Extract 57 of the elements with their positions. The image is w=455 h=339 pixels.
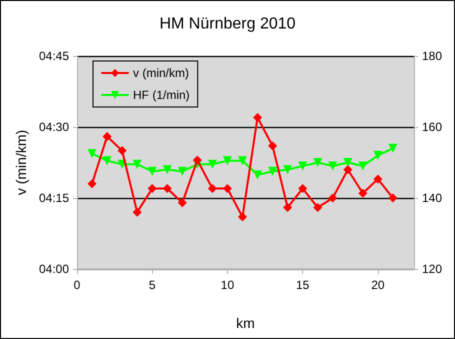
point: [253, 113, 262, 122]
point: [343, 165, 352, 174]
point: [313, 158, 322, 167]
y2-tick-label: 180: [422, 49, 442, 63]
point: [238, 156, 247, 166]
y2-tick-label: 120: [422, 262, 442, 276]
y-axis-title: v (min/km): [13, 130, 30, 196]
point: [268, 141, 278, 150]
legend-label: HF (1/min): [133, 88, 190, 102]
chart-title: HM Nürnberg 2010: [159, 16, 296, 32]
point: [162, 184, 172, 194]
point: [88, 149, 97, 158]
point: [388, 144, 398, 153]
point: [358, 162, 368, 171]
x-tick-label: 0: [74, 278, 81, 292]
point: [162, 165, 172, 174]
point: [373, 174, 382, 184]
point: [388, 194, 398, 202]
y-tick-label: 04:30: [38, 120, 70, 134]
point: [343, 158, 352, 167]
point: [102, 132, 112, 141]
x-tick-label: 15: [296, 278, 310, 292]
y-tick-label: 04:00: [38, 262, 70, 276]
point: [178, 198, 187, 208]
y-tick-label: 04:15: [38, 191, 70, 205]
x-tick-label: 5: [148, 278, 156, 292]
x-tick-label: 10: [220, 278, 234, 292]
point: [253, 170, 262, 180]
y2-tick-label: 140: [422, 191, 442, 205]
point: [268, 166, 278, 176]
point: [178, 166, 187, 176]
point: [132, 160, 142, 169]
point: [238, 212, 247, 222]
point: [298, 162, 308, 171]
point: [148, 166, 157, 176]
point: [102, 156, 112, 166]
point: [118, 146, 127, 156]
point: [328, 194, 338, 202]
point: [373, 150, 382, 160]
y2-tick-label: 160: [422, 120, 442, 134]
point: [208, 160, 217, 169]
legend-label: v (min/km): [133, 66, 189, 80]
point: [313, 202, 322, 212]
point: [298, 184, 308, 194]
point: [358, 188, 368, 198]
point: [148, 184, 157, 194]
point: [132, 208, 142, 217]
point: [222, 156, 232, 166]
x-axis-title: km: [236, 315, 255, 331]
y-tick-label: 04:45: [38, 49, 70, 63]
point: [88, 179, 97, 188]
x-tick-label: 20: [371, 278, 385, 292]
point: [283, 165, 292, 174]
point: [283, 202, 292, 212]
point: [192, 156, 202, 165]
point: [208, 184, 217, 194]
point: [328, 162, 338, 171]
